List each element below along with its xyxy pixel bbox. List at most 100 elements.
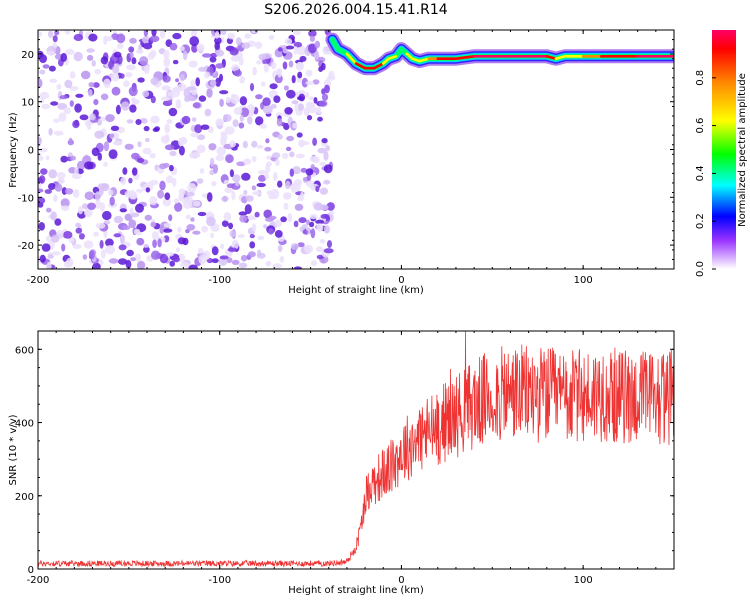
noise-blob (233, 107, 243, 115)
noise-blob (120, 177, 127, 186)
noise-blob (133, 228, 141, 235)
noise-blob (112, 65, 120, 74)
noise-blob (206, 192, 213, 202)
noise-blob (92, 82, 100, 88)
noise-blob (242, 140, 248, 149)
noise-blob (240, 107, 250, 118)
noise-blob (182, 50, 188, 61)
y-tick-label: 600 (15, 345, 34, 356)
noise-blob (161, 96, 171, 102)
noise-blob (301, 77, 309, 88)
noise-blob (327, 240, 332, 249)
noise-blob (76, 160, 86, 171)
ridge-segment (554, 54, 567, 61)
noise-blob (283, 202, 289, 210)
noise-blob (252, 66, 257, 76)
colorbar: 0.0 0.2 0.4 0.6 0.8 Normalized spectral ampl… (695, 30, 748, 277)
noise-blob (223, 212, 232, 222)
noise-blob (318, 204, 329, 211)
noise-blob (51, 251, 61, 256)
noise-blob (230, 93, 237, 99)
noise-blob (277, 69, 282, 78)
ridge-segment (345, 52, 358, 65)
noise-blob (229, 169, 234, 178)
noise-blob (86, 122, 92, 130)
noise-blob (215, 118, 225, 127)
colorbar-label: Normalized spectral amplitude (737, 73, 748, 227)
noise-blob (209, 79, 217, 87)
noise-blob (141, 36, 151, 44)
noise-blob (109, 133, 115, 138)
noise-blob (178, 188, 186, 195)
noise-blob (198, 95, 207, 102)
noise-blob (162, 85, 169, 91)
x-tick-label: -200 (27, 575, 50, 586)
noise-blob (48, 169, 58, 179)
noise-blob (179, 45, 185, 52)
noise-blob (258, 53, 267, 61)
noise-blob (178, 193, 184, 202)
noise-blob (239, 114, 244, 122)
noise-blob (213, 164, 218, 174)
noise-blob (129, 52, 134, 59)
noise-blob (231, 239, 239, 250)
noise-blob (320, 213, 330, 219)
noise-blob (279, 255, 285, 263)
noise-blob (263, 209, 273, 219)
noise-blob (143, 42, 153, 50)
noise-blob (73, 189, 80, 198)
noise-blob (323, 151, 329, 161)
noise-blob (277, 134, 283, 140)
noise-blob (251, 155, 257, 163)
noise-blob (45, 235, 53, 242)
noise-blob (151, 30, 157, 37)
noise-blob (292, 166, 301, 175)
noise-blob (323, 248, 334, 254)
noise-blob (168, 107, 178, 117)
noise-blob (251, 30, 257, 34)
noise-blob (117, 258, 128, 265)
noise-blob (136, 260, 146, 269)
noise-blob (39, 54, 47, 63)
noise-blob (192, 230, 201, 235)
noise-blob (38, 148, 48, 153)
noise-blob (215, 63, 224, 69)
noise-blob (191, 117, 197, 122)
noise-blob (60, 198, 70, 208)
noise-blob (150, 77, 160, 86)
noise-blob (257, 249, 262, 257)
noise-blob (159, 180, 166, 191)
noise-blob (116, 33, 126, 44)
noise-blob (53, 118, 60, 123)
noise-blob (257, 235, 265, 241)
noise-blob (157, 189, 165, 199)
y-tick-label: 400 (15, 419, 34, 430)
noise-blob (232, 119, 239, 128)
noise-blob (207, 126, 214, 134)
noise-blob (186, 224, 196, 231)
noise-blob (238, 57, 244, 66)
noise-blob (316, 254, 324, 260)
noise-blob (219, 98, 224, 107)
noise-blob (236, 161, 246, 167)
noise-blob (131, 57, 137, 65)
noise-blob (206, 88, 213, 98)
noise-blob (197, 211, 207, 217)
noise-blob (305, 168, 314, 176)
noise-blob (266, 190, 274, 196)
ridge-segment (354, 62, 367, 70)
noise-blob (329, 210, 335, 215)
noise-blob (216, 146, 226, 156)
noise-blob (169, 42, 178, 51)
noise-blob (224, 187, 234, 194)
x-tick-label: 0 (398, 275, 404, 286)
noise-blob (64, 79, 73, 89)
noise-blob (60, 205, 70, 211)
noise-blob (103, 141, 110, 152)
noise-blob (172, 177, 177, 187)
noise-blob (53, 194, 58, 203)
colorbar-gradient (712, 30, 736, 269)
noise-blob (270, 61, 277, 70)
noise-blob (291, 100, 299, 105)
